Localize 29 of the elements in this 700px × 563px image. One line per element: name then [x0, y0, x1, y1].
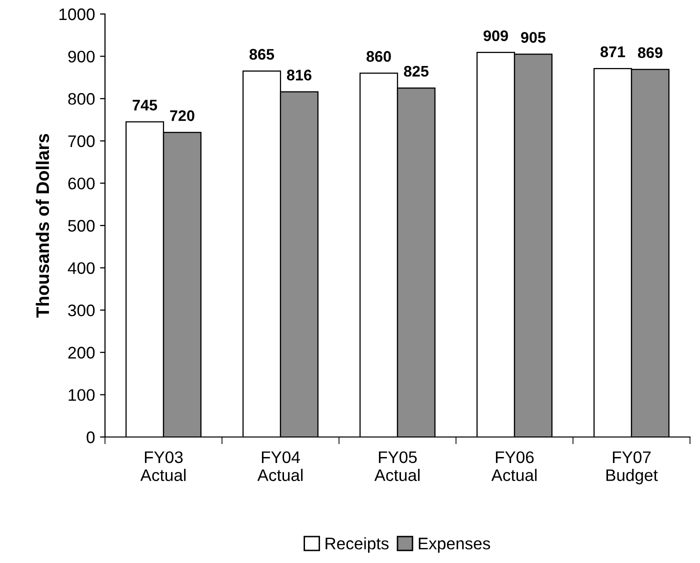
data-label: 825 [404, 66, 429, 77]
y-tick-label: 200 [68, 346, 95, 359]
x-tick-label: FY04 Actual [257, 451, 303, 482]
data-label: 865 [250, 48, 274, 60]
data-label: 871 [600, 46, 626, 58]
data-label: 745 [132, 100, 158, 111]
y-tick-label: 300 [68, 304, 95, 316]
y-tick-label: 0 [86, 431, 95, 444]
data-label: 816 [286, 70, 312, 80]
y-tick-label: 800 [68, 93, 95, 105]
y-tick-label: 100 [68, 389, 95, 401]
y-axis-title: Thousands of Dollars [36, 134, 50, 318]
x-tick-label: FY06 Actual [491, 451, 537, 482]
y-tick-label: 900 [68, 50, 95, 63]
data-label: 720 [170, 110, 194, 122]
x-tick-label: FY07 Budget [606, 451, 658, 484]
x-tick-label: FY03 Actual [140, 451, 186, 482]
y-tick-label: 400 [68, 262, 95, 274]
y-tick-label: 600 [68, 178, 95, 190]
x-tick-label: FY05 Actual [374, 451, 420, 482]
data-label: 869 [638, 47, 662, 58]
y-tick-label: 500 [68, 220, 95, 232]
data-label: 905 [521, 32, 546, 43]
legend-label: Expenses [418, 538, 490, 553]
y-tick-label: 700 [68, 135, 95, 148]
data-label: 909 [484, 30, 508, 42]
y-tick-label: 1000 [59, 8, 95, 20]
data-label: 860 [366, 51, 391, 62]
legend-label: Receipts [326, 537, 389, 553]
